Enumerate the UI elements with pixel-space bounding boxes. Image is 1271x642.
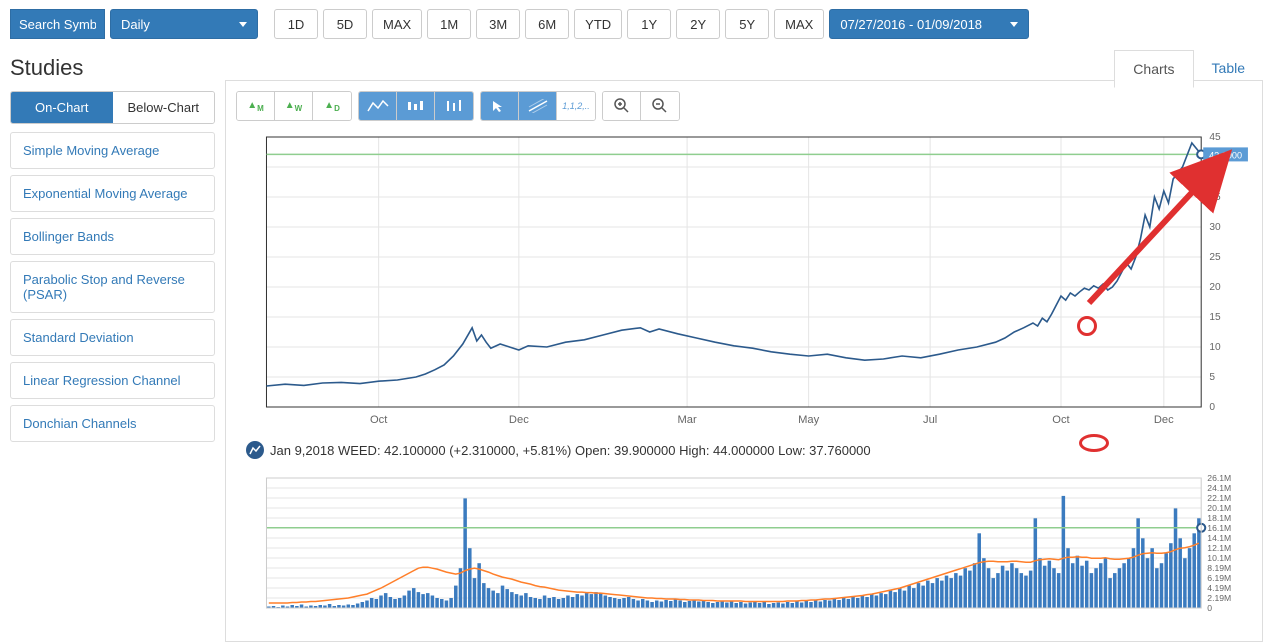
svg-text:Dec: Dec — [509, 414, 529, 426]
svg-text:12.1M: 12.1M — [1207, 543, 1231, 553]
svg-text:Jul: Jul — [923, 414, 937, 426]
study-item[interactable]: Exponential Moving Average — [10, 175, 215, 212]
svg-text:20.1M: 20.1M — [1207, 503, 1231, 513]
svg-text:18.1M: 18.1M — [1207, 513, 1231, 523]
volume-chart[interactable]: 26.1M24.1M22.1M20.1M18.1M16.1M14.1M12.1M… — [236, 473, 1252, 613]
svg-text:Oct: Oct — [1052, 414, 1069, 426]
range-button-5y[interactable]: 5Y — [725, 9, 769, 39]
svg-text:14.1M: 14.1M — [1207, 533, 1231, 543]
study-item[interactable]: Donchian Channels — [10, 405, 215, 442]
svg-text:8.19M: 8.19M — [1207, 563, 1231, 573]
price-chart[interactable]: 0 5 10 15 20 25 30 35 40 45 Oct Dec Mar May Jul Oct Dec 4… — [236, 127, 1252, 437]
studies-sidebar: Studies On-ChartBelow-Chart Simple Movin… — [10, 55, 215, 448]
svg-text:10: 10 — [1209, 342, 1221, 353]
date-range-select[interactable]: 07/27/2016 - 01/09/2018 — [829, 9, 1029, 39]
chart-type-line-button[interactable] — [359, 92, 397, 120]
interval-selected: Daily — [121, 17, 150, 32]
study-tabs: On-ChartBelow-Chart — [10, 91, 215, 124]
chevron-down-icon — [1010, 22, 1018, 27]
interval-select[interactable]: Daily — [110, 9, 258, 39]
range-button-1d[interactable]: 1D — [274, 9, 318, 39]
study-item[interactable]: Parabolic Stop and Reverse (PSAR) — [10, 261, 215, 313]
svg-text:4.19M: 4.19M — [1207, 583, 1231, 593]
chart-type-ohlc-button[interactable] — [435, 92, 473, 120]
studies-title: Studies — [10, 55, 215, 81]
study-item[interactable]: Bollinger Bands — [10, 218, 215, 255]
svg-text:24.1M: 24.1M — [1207, 483, 1231, 493]
main-tab-table[interactable]: Table — [1194, 50, 1263, 88]
study-tab-below-chart[interactable]: Below-Chart — [113, 92, 215, 123]
range-button-6m[interactable]: 6M — [525, 9, 569, 39]
svg-text:45: 45 — [1209, 132, 1221, 143]
main-tab-charts[interactable]: Charts — [1114, 50, 1193, 88]
study-tab-on-chart[interactable]: On-Chart — [11, 92, 113, 123]
svg-text:6.19M: 6.19M — [1207, 573, 1231, 583]
draw-line-button[interactable] — [519, 92, 557, 120]
range-button-3m[interactable]: 3M — [476, 9, 520, 39]
svg-text:25: 25 — [1209, 252, 1221, 263]
svg-text:16.1M: 16.1M — [1207, 523, 1231, 533]
svg-text:20: 20 — [1209, 282, 1221, 293]
search-input[interactable] — [10, 9, 105, 39]
study-item[interactable]: Simple Moving Average — [10, 132, 215, 169]
svg-text:2.19M: 2.19M — [1207, 593, 1231, 603]
zoom-in-button[interactable] — [603, 92, 641, 120]
top-toolbar: Daily 1D5DMAX1M3M6MYTD1Y2Y5YMAX 07/27/20… — [0, 0, 1271, 48]
svg-text:30: 30 — [1209, 222, 1221, 233]
chart-type-candle-button[interactable] — [397, 92, 435, 120]
chart-area: ▲M ▲W ▲D 1,1,2,.. 0 5 10 15 20 25 30 35 40 45 Oct D… — [225, 80, 1263, 642]
main-tabs: ChartsTable — [1114, 50, 1263, 88]
range-buttons: 1D5DMAX1M3M6MYTD1Y2Y5YMAX — [274, 9, 824, 39]
pivot-m-button[interactable]: ▲M — [237, 92, 275, 120]
range-button-5d[interactable]: 5D — [323, 9, 367, 39]
svg-text:26.1M: 26.1M — [1207, 473, 1231, 483]
zoom-out-button[interactable] — [641, 92, 679, 120]
chart-info-text: Jan 9,2018 WEED: 42.100000 (+2.310000, +… — [270, 443, 871, 458]
range-button-max[interactable]: MAX — [372, 9, 422, 39]
range-button-1m[interactable]: 1M — [427, 9, 471, 39]
fib-button[interactable]: 1,1,2,.. — [557, 92, 595, 120]
svg-text:0: 0 — [1209, 402, 1215, 413]
range-button-1y[interactable]: 1Y — [627, 9, 671, 39]
svg-text:35: 35 — [1209, 192, 1221, 203]
svg-text:10.1M: 10.1M — [1207, 553, 1231, 563]
svg-text:42.1000: 42.1000 — [1209, 150, 1242, 160]
svg-text:5: 5 — [1209, 372, 1215, 383]
svg-text:May: May — [798, 414, 820, 426]
chart-toolbar: ▲M ▲W ▲D 1,1,2,.. — [236, 91, 1252, 121]
chevron-down-icon — [239, 22, 247, 27]
date-range-label: 07/27/2016 - 01/09/2018 — [840, 17, 982, 32]
study-item[interactable]: Linear Regression Channel — [10, 362, 215, 399]
cursor-button[interactable] — [481, 92, 519, 120]
chart-info-line: Jan 9,2018 WEED: 42.100000 (+2.310000, +… — [236, 437, 1252, 463]
study-item[interactable]: Standard Deviation — [10, 319, 215, 356]
svg-text:Mar: Mar — [677, 414, 697, 426]
svg-text:Dec: Dec — [1154, 414, 1174, 426]
range-button-2y[interactable]: 2Y — [676, 9, 720, 39]
svg-text:40: 40 — [1209, 162, 1221, 173]
pivot-w-button[interactable]: ▲W — [275, 92, 313, 120]
svg-text:22.1M: 22.1M — [1207, 493, 1231, 503]
info-icon — [246, 441, 264, 459]
svg-text:15: 15 — [1209, 312, 1221, 323]
svg-text:Oct: Oct — [370, 414, 387, 426]
range-button-ytd[interactable]: YTD — [574, 9, 622, 39]
range-button-max[interactable]: MAX — [774, 9, 824, 39]
pivot-d-button[interactable]: ▲D — [313, 92, 351, 120]
svg-text:0: 0 — [1207, 603, 1212, 613]
